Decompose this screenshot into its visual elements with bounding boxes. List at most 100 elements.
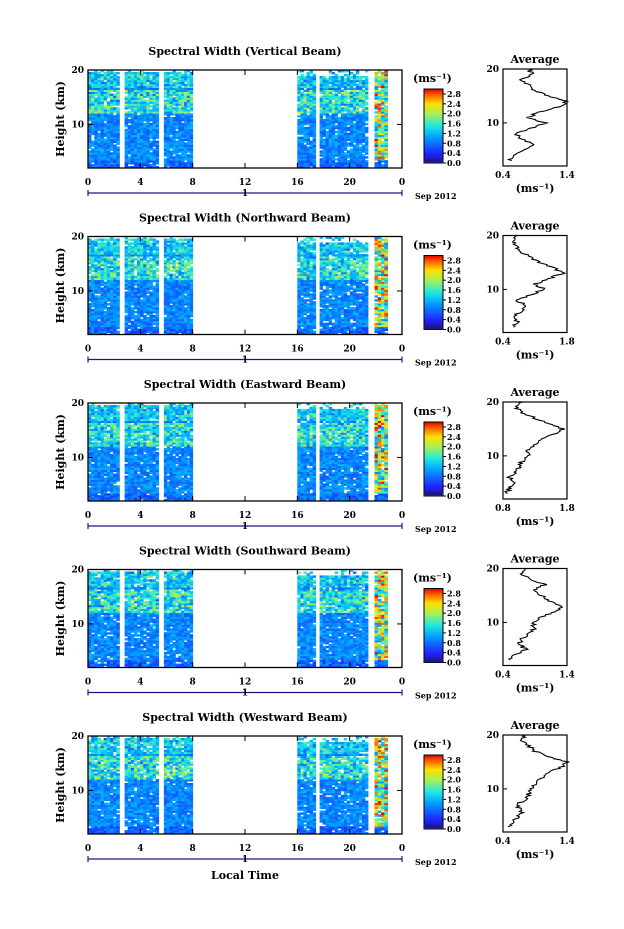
heatmap-cell — [124, 156, 129, 159]
heatmap-cell — [130, 156, 135, 159]
heatmap-cell — [189, 299, 194, 302]
heatmap-cell — [337, 291, 342, 294]
heatmap-cell — [334, 322, 339, 326]
heatmap-cell — [133, 150, 138, 153]
heatmap-cell — [186, 115, 191, 118]
heatmap-cell — [143, 238, 147, 241]
heatmap-cell — [374, 164, 379, 167]
heatmap-cell — [328, 277, 333, 281]
heatmap-cell — [374, 121, 379, 124]
heatmap-cell — [137, 105, 141, 108]
heatmap-cell — [381, 136, 385, 139]
heatmap-cell — [149, 305, 153, 308]
heatmap-cell — [116, 283, 120, 286]
heatmap-cell — [152, 101, 156, 104]
heatmap-cell — [152, 144, 156, 147]
heatmap-cell — [355, 111, 360, 114]
heatmap-cell — [377, 154, 382, 157]
heatmap-cell — [152, 254, 156, 257]
heatmap-cell — [100, 332, 105, 335]
heatmap-cell — [337, 279, 342, 282]
heatmap-cell — [365, 115, 369, 118]
heatmap-cell — [300, 279, 304, 282]
heatmap-cell — [365, 281, 369, 284]
heatmap-cell — [106, 77, 111, 81]
heatmap-cell — [116, 305, 120, 308]
heatmap-cell — [184, 283, 188, 286]
heatmap-cell — [352, 152, 357, 155]
heatmap-cell — [106, 138, 111, 141]
heatmap-cell — [358, 138, 363, 141]
heatmap-cell — [172, 85, 176, 89]
heatmap-cell — [340, 289, 345, 292]
heatmap-cell — [124, 101, 129, 104]
heatmap-cell — [163, 152, 168, 155]
heatmap-cell — [319, 140, 323, 143]
heatmap-cell — [331, 83, 336, 87]
heatmap-cell — [300, 283, 304, 286]
heatmap-cell — [103, 248, 108, 251]
heatmap-cell — [325, 307, 329, 310]
heatmap-cell — [303, 283, 307, 286]
heatmap-cell — [133, 242, 138, 245]
heatmap-cell — [328, 119, 333, 122]
heatmap-cell — [328, 309, 333, 312]
heatmap-cell — [146, 305, 150, 308]
heatmap-cell — [110, 265, 114, 269]
heatmap-cell — [106, 258, 111, 261]
heatmap-cell — [343, 326, 348, 330]
heatmap-cell — [340, 295, 345, 298]
heatmap-cell — [184, 262, 188, 265]
heatmap-cell — [178, 134, 182, 138]
heatmap-cell — [328, 142, 333, 145]
heatmap-cell — [349, 101, 354, 104]
heatmap-cell — [309, 283, 313, 286]
heatmap-cell — [300, 126, 304, 130]
heatmap-cell — [381, 111, 385, 114]
heatmap-cell — [116, 99, 120, 102]
heatmap-cell — [337, 258, 342, 261]
heatmap-cell — [172, 293, 176, 296]
heatmap-cell — [116, 281, 120, 284]
heatmap-cell — [166, 105, 171, 108]
heatmap-cell — [374, 79, 379, 83]
heatmap-cell — [100, 305, 105, 308]
heatmap-cell — [189, 265, 194, 269]
heatmap-cell — [343, 126, 348, 130]
heatmap-cell — [149, 271, 153, 275]
heatmap-cell — [325, 269, 329, 273]
heatmap-cell — [322, 122, 326, 126]
heatmap-cell — [181, 246, 185, 249]
heatmap-cell — [352, 87, 357, 90]
heatmap-cell — [337, 287, 342, 290]
heatmap-cell — [143, 107, 147, 110]
heatmap-cell — [88, 252, 92, 255]
heatmap-cell — [143, 311, 147, 314]
heatmap-cell — [97, 158, 101, 161]
heatmap-cell — [178, 279, 182, 282]
heatmap-cell — [306, 287, 310, 290]
heatmap-cell — [365, 279, 369, 282]
heatmap-cell — [374, 107, 379, 110]
heatmap-cell — [358, 162, 363, 165]
heatmap-cell — [306, 283, 310, 286]
heatmap-cell — [113, 256, 117, 259]
heatmap-cell — [189, 101, 194, 104]
heatmap-cell — [319, 314, 323, 318]
heatmap-cell — [337, 99, 342, 102]
heatmap-cell — [334, 91, 339, 94]
heatmap-cell — [110, 130, 114, 134]
heatmap-cell — [303, 252, 307, 255]
heatmap-cell — [331, 324, 336, 328]
heatmap-cell — [163, 281, 168, 284]
heatmap-cell — [355, 295, 360, 298]
heatmap-cell — [181, 238, 185, 241]
heatmap-cell — [113, 254, 117, 257]
heatmap-cell — [94, 275, 98, 279]
heatmap-cell — [103, 242, 108, 245]
heatmap-cell — [116, 297, 120, 300]
heatmap-cell — [306, 293, 310, 296]
heatmap-cell — [300, 117, 304, 120]
heatmap-cell — [309, 122, 313, 126]
heatmap-cell — [113, 77, 117, 81]
